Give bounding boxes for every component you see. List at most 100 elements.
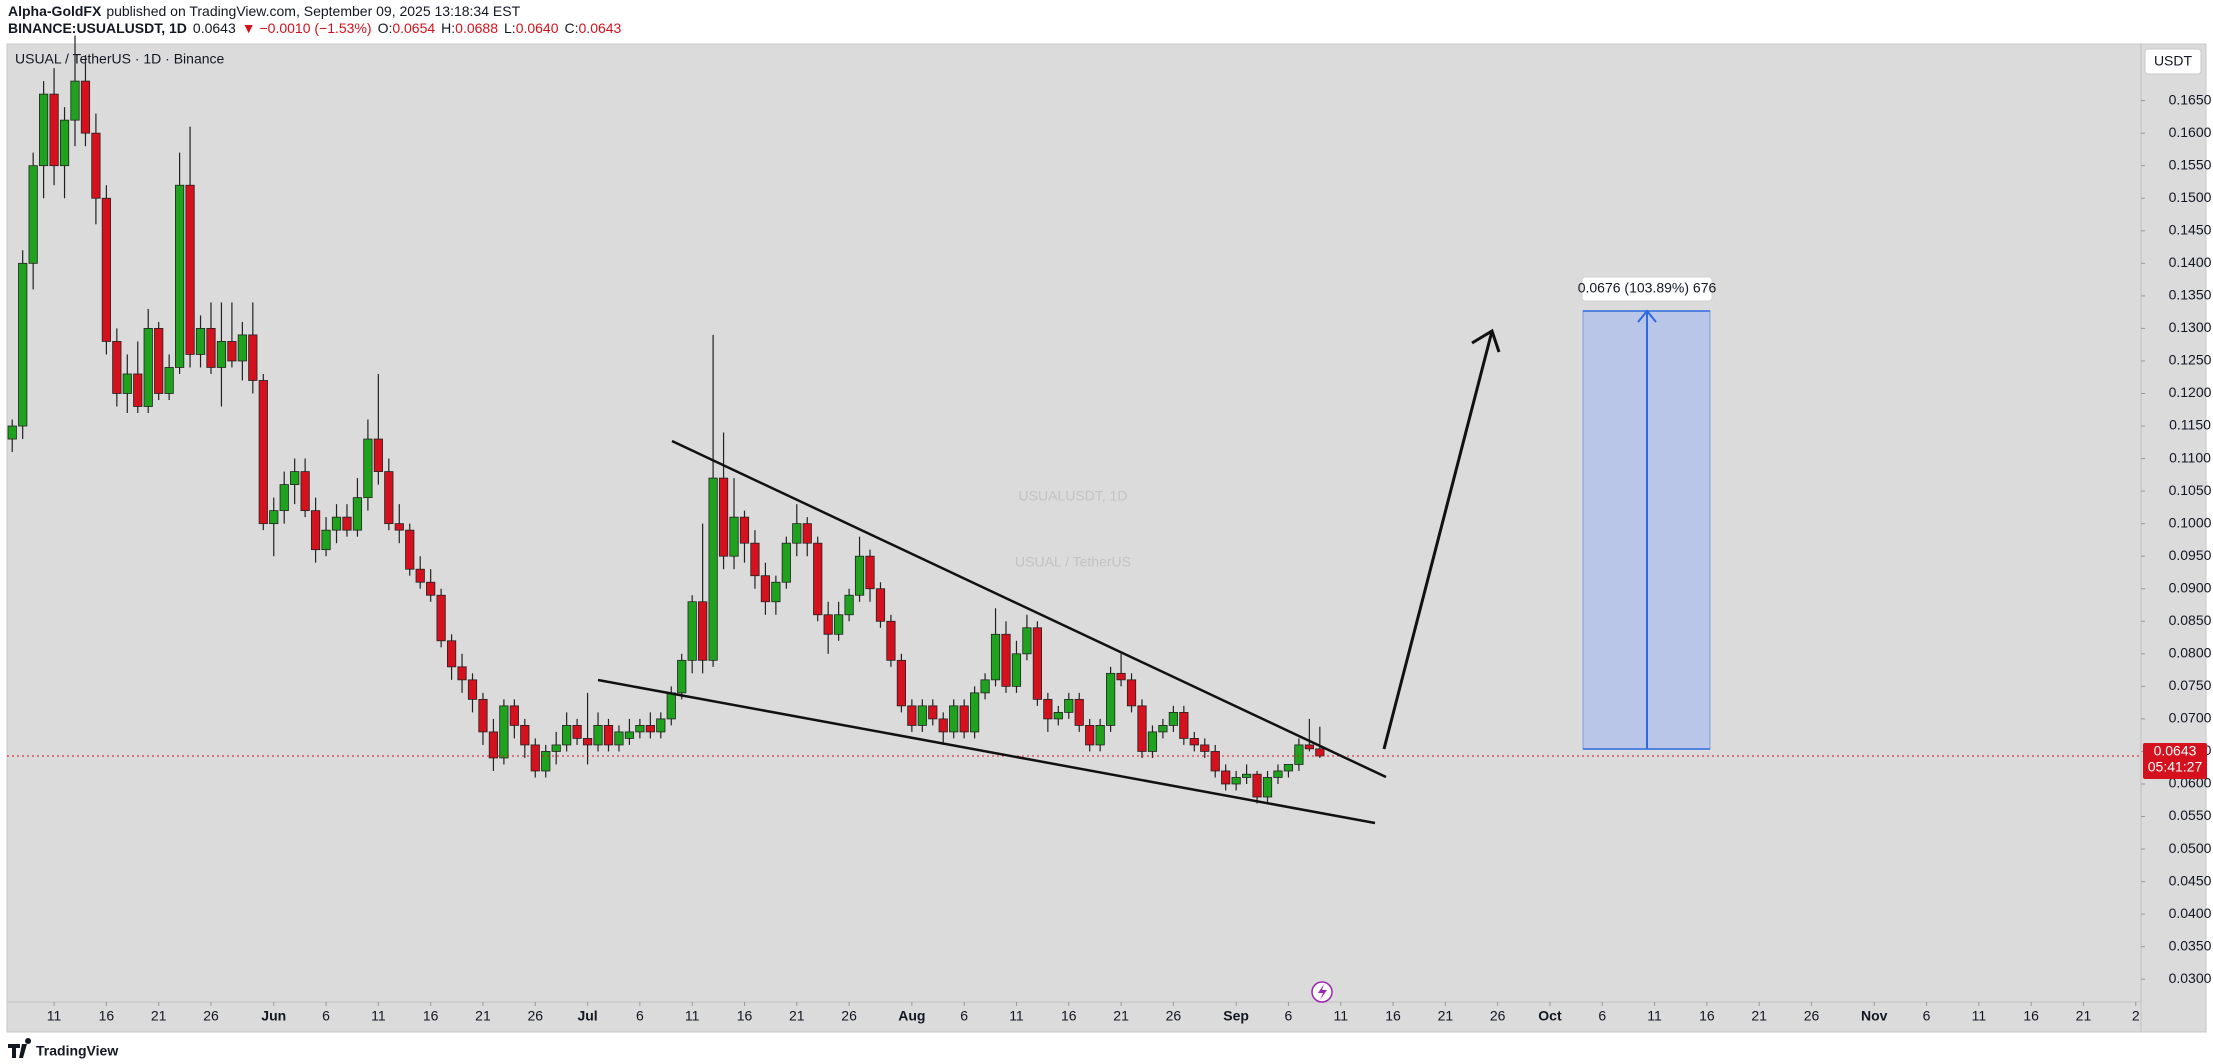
ohlc-label: O: xyxy=(378,20,393,36)
candle-body xyxy=(1001,633,1011,687)
x-tick-label: 6 xyxy=(1598,1008,1606,1024)
candle-body xyxy=(7,425,17,440)
x-tick-label: 26 xyxy=(841,1008,857,1024)
candle-body xyxy=(938,718,948,733)
candle-body xyxy=(457,666,467,681)
candle-body xyxy=(1168,711,1178,726)
candle-body xyxy=(300,471,310,512)
projection-label-box xyxy=(1581,276,1713,302)
candle-body xyxy=(1158,725,1168,733)
candle-body xyxy=(290,471,300,486)
candle-body xyxy=(122,373,132,394)
ohlc-value: 0.0654 xyxy=(392,20,435,36)
candle-body xyxy=(582,738,593,746)
lower-trendline xyxy=(597,678,1376,825)
ohlc-label: L: xyxy=(504,20,516,36)
events-bolt[interactable] xyxy=(1318,984,1327,1000)
x-tick-label: 11 xyxy=(47,1008,62,1024)
x-tick-label: 11 xyxy=(1647,1008,1662,1024)
y-tick-label: 0.0700 xyxy=(2169,710,2212,726)
x-tick-label: 26 xyxy=(1804,1008,1820,1024)
y-tick-label: 0.1150 xyxy=(2169,417,2211,433)
x-tick-label: Nov xyxy=(1861,1008,1888,1024)
author: Alpha-GoldFX xyxy=(8,3,102,19)
candle-body xyxy=(1022,627,1032,655)
y-tick-label: 0.0550 xyxy=(2169,807,2212,823)
candle-body xyxy=(143,328,153,407)
candle-body xyxy=(813,542,823,616)
x-tick-label: 11 xyxy=(1009,1008,1024,1024)
plot xyxy=(7,35,1325,804)
candle-body xyxy=(541,751,551,772)
x-tick-label: 11 xyxy=(371,1008,386,1024)
candle-body xyxy=(436,594,446,642)
y-tick-label: 0.1000 xyxy=(2169,514,2212,530)
x-tick-label: Jul xyxy=(577,1008,597,1024)
candle-body xyxy=(792,523,802,544)
x-tick-label: 11 xyxy=(685,1008,700,1024)
candle-body xyxy=(175,184,185,368)
candle-body xyxy=(310,510,321,551)
y-tick-label: 0.0350 xyxy=(2169,937,2212,953)
y-tick-label: 0.1500 xyxy=(2169,189,2212,205)
candle-body xyxy=(363,438,373,499)
candle-body xyxy=(1074,698,1084,726)
logo-icon[interactable] xyxy=(8,1038,32,1058)
y-tick-label: 0.0950 xyxy=(2169,547,2212,563)
y-tick-label: 0.1300 xyxy=(2169,319,2212,335)
upper-trendline xyxy=(671,439,1387,779)
candle-body xyxy=(426,581,436,596)
candle-body xyxy=(1011,653,1022,687)
x-tick-label: 16 xyxy=(2023,1008,2039,1024)
countdown: 05:41:27 xyxy=(2148,759,2203,775)
x-tick-label: 16 xyxy=(99,1008,115,1024)
logo-text[interactable]: TradingView xyxy=(36,1043,118,1059)
candle-body xyxy=(1147,731,1158,752)
candle-body xyxy=(844,594,854,616)
candle-body xyxy=(185,184,195,355)
candle-body xyxy=(760,575,771,603)
candle-body xyxy=(635,725,645,733)
projection-arrow-head xyxy=(1637,309,1657,323)
x-tick-label: 16 xyxy=(1385,1008,1401,1024)
ohlc-label: C: xyxy=(565,20,579,36)
published: published on TradingView.com, September … xyxy=(106,3,520,19)
candle-body xyxy=(572,725,582,739)
x-tick-label: 11 xyxy=(1333,1008,1348,1024)
x-tick-label: 6 xyxy=(322,1008,330,1024)
candle-body xyxy=(708,477,718,661)
candle-body xyxy=(258,380,268,525)
candle-body xyxy=(907,705,917,726)
candle-body xyxy=(488,731,499,759)
candle-body xyxy=(154,328,164,394)
candle-body xyxy=(28,165,38,264)
candle-body xyxy=(133,373,143,407)
drawings: 0.0676 (103.89%) 676 xyxy=(597,276,1716,1003)
candle-body xyxy=(593,725,603,746)
candle-body xyxy=(530,744,540,772)
candle-body xyxy=(718,477,729,557)
y-tick-label: 0.1350 xyxy=(2169,287,2212,303)
candle-body xyxy=(509,705,519,726)
candle-body xyxy=(467,679,478,700)
candle-body xyxy=(18,262,28,427)
logo[interactable]: TradingView xyxy=(8,1038,118,1059)
candle-body xyxy=(39,93,49,167)
x-tick-label: 2 xyxy=(2132,1008,2140,1024)
currency[interactable]: USDT xyxy=(2154,53,2193,69)
x-tick-label: 16 xyxy=(1699,1008,1715,1024)
candle-body xyxy=(520,725,530,746)
y-tick-label: 0.0400 xyxy=(2169,905,2212,921)
candle-body xyxy=(80,80,91,134)
y-tick-label: 0.1050 xyxy=(2169,482,2212,498)
candle-body xyxy=(70,80,80,121)
x-tick-label: 11 xyxy=(1972,1008,1987,1024)
y-tick-label: 0.1200 xyxy=(2169,384,2212,400)
currency-box[interactable] xyxy=(2144,48,2202,75)
candle-body xyxy=(990,633,1001,681)
x-tick-label: 21 xyxy=(151,1008,167,1024)
x-tick-label: 26 xyxy=(203,1008,219,1024)
x-tick-label: 26 xyxy=(1166,1008,1182,1024)
